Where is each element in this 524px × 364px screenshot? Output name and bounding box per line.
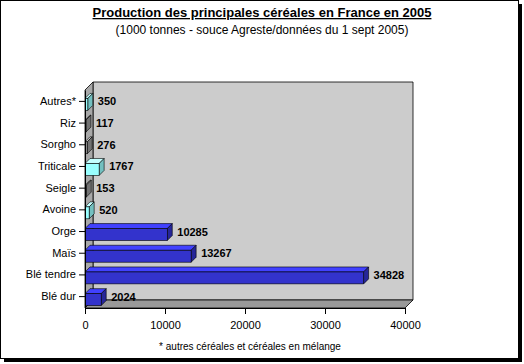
x-tick: 20000 <box>230 308 261 331</box>
x-axis: 0 10000 20000 30000 40000 <box>82 308 420 331</box>
bar-group <box>85 137 92 154</box>
x-tick-label: 40000 <box>390 319 421 331</box>
bar-top <box>85 267 369 272</box>
bar-side <box>167 224 172 241</box>
x-tick-mark <box>165 308 166 314</box>
y-tick-mark <box>79 274 85 275</box>
bar-group <box>85 158 104 175</box>
y-axis: Blé dur Blé tendre Maïs Orge Avoine Seigle Tri… <box>26 91 86 309</box>
bar <box>85 229 167 241</box>
data-label: 2024 <box>111 291 136 303</box>
y-tick-label: Seigle <box>45 182 76 194</box>
x-tick: 40000 <box>390 308 421 331</box>
y-tick-label: Autres* <box>40 95 77 107</box>
y-tick: Avoine <box>43 203 85 215</box>
x-tick-mark <box>405 308 406 314</box>
x-tick-label: 30000 <box>310 319 341 331</box>
data-label: 117 <box>96 117 114 129</box>
y-tick-label: Sorgho <box>41 138 76 150</box>
y-tick: Seigle <box>45 182 85 194</box>
bar-side <box>86 180 91 197</box>
y-tick-mark <box>79 123 85 124</box>
y-tick-mark <box>79 188 85 189</box>
y-tick: Riz <box>60 117 85 129</box>
bar <box>85 294 101 306</box>
bar-side <box>364 267 369 284</box>
bar <box>85 272 364 284</box>
bar-side <box>99 158 104 175</box>
data-label: 520 <box>99 204 117 216</box>
y-tick: Blé tendre <box>26 268 85 280</box>
x-tick: 10000 <box>150 308 181 331</box>
bar-side <box>87 137 92 154</box>
bar-group <box>85 245 196 262</box>
y-tick: Blé dur <box>41 290 85 302</box>
data-label: 276 <box>97 139 115 151</box>
x-tick-label: 0 <box>82 319 88 331</box>
x-tick-mark <box>85 308 86 314</box>
bar-group <box>85 224 172 241</box>
data-label: 153 <box>96 182 114 194</box>
data-labels: 2024 34828 13267 10285 520 153 1767 276 117 350 <box>96 95 404 302</box>
x-tick-mark <box>245 308 246 314</box>
y-tick: Sorgho <box>41 138 85 150</box>
y-tick-label: Maïs <box>52 247 76 259</box>
y-tick: Orge <box>52 225 85 237</box>
data-label: 350 <box>98 95 116 107</box>
x-tick: 30000 <box>310 308 341 331</box>
y-tick-label: Blé dur <box>41 290 76 302</box>
bars <box>85 93 369 305</box>
y-tick-mark <box>79 101 85 102</box>
y-tick-mark <box>79 231 85 232</box>
y-tick-label: Blé tendre <box>26 268 76 280</box>
bar <box>85 250 191 262</box>
x-tick-mark <box>325 308 326 314</box>
data-label: 34828 <box>374 269 405 281</box>
y-tick-mark <box>79 144 85 145</box>
y-tick-label: Avoine <box>43 203 76 215</box>
bar-group <box>85 289 106 306</box>
plot-walls <box>85 82 413 308</box>
y-axis-line <box>85 91 86 309</box>
y-tick-label: Orge <box>52 225 76 237</box>
frame <box>1 1 519 359</box>
y-tick: Autres* <box>40 95 85 107</box>
chart: Production des principales céréales en F… <box>0 0 524 364</box>
bar <box>85 163 99 175</box>
x-tick-label: 10000 <box>150 319 181 331</box>
y-tick-mark <box>79 209 85 210</box>
annotation: * autres céréales et céréales en mélange <box>159 341 341 352</box>
data-label: 1767 <box>109 160 133 172</box>
bar-group <box>85 202 94 219</box>
y-tick-mark <box>79 253 85 254</box>
x-tick-label: 20000 <box>230 319 261 331</box>
bar-group <box>85 267 369 284</box>
y-tick-label: Triticale <box>38 160 76 172</box>
y-tick-mark <box>79 166 85 167</box>
bar-side <box>89 202 94 219</box>
y-tick-mark <box>79 296 85 297</box>
x-tick: 0 <box>82 308 88 331</box>
bar-side <box>86 115 91 132</box>
data-label: 13267 <box>201 247 232 259</box>
y-tick: Maïs <box>52 247 85 259</box>
bar-top <box>85 245 196 250</box>
bar-side <box>101 289 106 306</box>
y-tick: Triticale <box>38 160 85 172</box>
subtitle: (1000 tonnes - souce Agreste/données du … <box>116 23 409 37</box>
data-label: 10285 <box>177 226 208 238</box>
bar-group <box>85 93 93 110</box>
bar-top <box>85 224 172 229</box>
bar-side <box>88 93 93 110</box>
bar-side <box>191 245 196 262</box>
y-tick-label: Riz <box>60 117 76 129</box>
title: Production des principales céréales en F… <box>93 5 432 20</box>
